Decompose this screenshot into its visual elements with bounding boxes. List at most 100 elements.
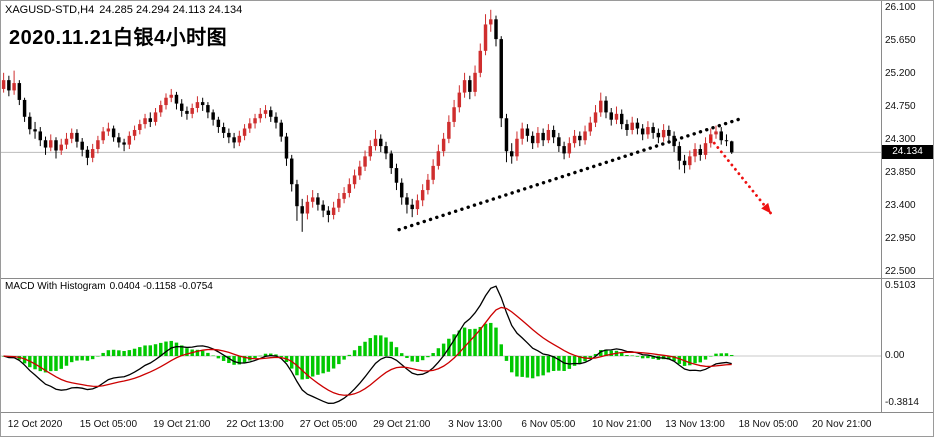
macd-histogram-bar bbox=[578, 356, 582, 365]
macd-histogram-bar bbox=[185, 348, 189, 357]
panel-separator[interactable] bbox=[1, 278, 933, 279]
candle bbox=[143, 118, 147, 125]
candle bbox=[551, 129, 556, 138]
macd-histogram-bar bbox=[316, 356, 320, 375]
macd-histogram-bar bbox=[572, 356, 577, 366]
macd-histogram-bar bbox=[227, 356, 231, 364]
candle bbox=[646, 127, 650, 135]
macd-histogram-bar bbox=[604, 349, 608, 357]
macd-indicator-name: MACD With Histogram bbox=[5, 281, 106, 292]
macd-histogram-bar bbox=[195, 349, 200, 357]
candle bbox=[221, 127, 226, 133]
sell-arrow-head bbox=[761, 202, 771, 214]
candle bbox=[7, 80, 11, 91]
macd-histogram-bar bbox=[509, 356, 514, 373]
candle bbox=[200, 102, 205, 106]
candle bbox=[206, 105, 210, 113]
macd-histogram-bar bbox=[729, 354, 734, 357]
candle bbox=[12, 83, 16, 91]
trendline-annotation[interactable] bbox=[397, 116, 744, 232]
candle bbox=[447, 121, 451, 139]
candle bbox=[117, 137, 121, 143]
candle bbox=[295, 184, 299, 207]
candle bbox=[169, 94, 173, 98]
macd-histogram-bar bbox=[368, 338, 373, 357]
macd-histogram-bar bbox=[242, 356, 247, 363]
candle bbox=[138, 124, 142, 130]
macd-histogram-bar bbox=[127, 350, 132, 357]
candle bbox=[242, 128, 247, 136]
sell-arrow-line[interactable] bbox=[709, 137, 773, 215]
candle bbox=[96, 140, 100, 150]
macd-axis-label: 0.00 bbox=[885, 350, 905, 362]
macd-histogram-bar bbox=[373, 335, 378, 357]
candle bbox=[28, 116, 32, 130]
candle bbox=[75, 132, 79, 142]
candlestick-chart-canvas[interactable] bbox=[1, 1, 881, 278]
candle bbox=[159, 105, 163, 113]
candle bbox=[599, 100, 603, 113]
macd-histogram-bar bbox=[640, 356, 645, 359]
candle bbox=[342, 192, 346, 199]
macd-histogram-bar bbox=[557, 356, 561, 371]
candle bbox=[211, 112, 215, 120]
time-axis-label: 22 Oct 13:00 bbox=[226, 419, 284, 430]
macd-panel[interactable]: MACD With Histogram 0.0404 -0.1158 -0.075… bbox=[1, 279, 881, 412]
macd-histogram-bar bbox=[530, 356, 535, 379]
candle bbox=[504, 118, 509, 152]
candle bbox=[452, 107, 456, 122]
candle bbox=[337, 198, 341, 208]
price-axis-label: 25.200 bbox=[885, 68, 916, 80]
candles bbox=[1, 9, 734, 232]
macd-histogram-bar bbox=[352, 350, 357, 357]
candle bbox=[536, 132, 540, 144]
macd-histogram-bar bbox=[468, 329, 472, 357]
candle bbox=[399, 182, 404, 198]
macd-histogram-bar bbox=[588, 356, 593, 358]
macd-histogram-bar bbox=[274, 354, 278, 357]
candle bbox=[719, 131, 723, 141]
candle bbox=[190, 107, 194, 114]
macd-axis: 0.5103 0.00 -0.3814 bbox=[881, 279, 933, 412]
macd-histogram-bar bbox=[724, 353, 729, 357]
candle bbox=[232, 137, 236, 143]
candle bbox=[478, 50, 483, 73]
candle bbox=[667, 129, 671, 136]
macd-histogram-bar bbox=[263, 353, 268, 357]
candle bbox=[316, 197, 320, 205]
panel-separator-bottom[interactable] bbox=[1, 412, 933, 413]
macd-histogram-bar bbox=[253, 356, 257, 359]
macd-histogram-bar bbox=[279, 356, 283, 358]
main-chart-panel[interactable]: XAGUSD-STD,H4 24.285 24.294 24.113 24.134… bbox=[1, 1, 881, 278]
macd-chart-canvas[interactable] bbox=[1, 279, 881, 412]
macd-histogram-bar bbox=[85, 356, 90, 361]
time-axis-label: 29 Oct 21:00 bbox=[373, 419, 431, 430]
candle bbox=[352, 175, 357, 185]
candle bbox=[216, 119, 221, 128]
macd-histogram-bar bbox=[337, 356, 341, 365]
candle bbox=[525, 128, 530, 136]
time-axis-label: 27 Oct 05:00 bbox=[299, 419, 358, 430]
current-price-badge: 24.134 bbox=[882, 145, 933, 160]
candle bbox=[153, 112, 158, 122]
macd-histogram-bar bbox=[651, 356, 655, 359]
candle bbox=[630, 122, 634, 130]
candle bbox=[426, 179, 430, 191]
macd-histogram-bar bbox=[122, 350, 126, 357]
candle bbox=[38, 131, 43, 141]
candle bbox=[358, 166, 362, 176]
candle bbox=[494, 19, 498, 40]
macd-histogram-bar bbox=[415, 356, 420, 362]
candle bbox=[22, 99, 27, 117]
macd-histogram-bar bbox=[132, 348, 137, 357]
macd-histogram-bar bbox=[452, 334, 456, 357]
candle bbox=[462, 80, 467, 93]
macd-axis-label: 0.5103 bbox=[885, 280, 916, 292]
candle bbox=[279, 122, 283, 137]
macd-histogram-bar bbox=[221, 356, 226, 361]
candle bbox=[347, 184, 352, 193]
macd-histogram-bar bbox=[546, 356, 551, 373]
candle bbox=[509, 151, 514, 157]
candle bbox=[64, 138, 69, 145]
macd-histogram-bar bbox=[515, 356, 519, 377]
